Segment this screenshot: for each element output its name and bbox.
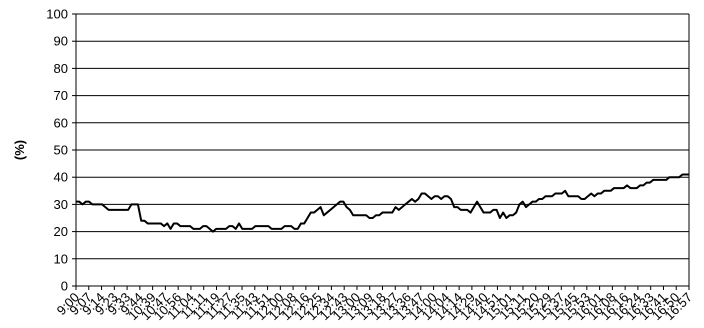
y-axis-label: (%) [12,140,27,160]
y-tick-label: 70 [54,88,68,103]
y-tick-label: 0 [61,279,68,294]
series-line [76,173,689,233]
y-tick-label: 30 [54,197,68,212]
y-tick-label: 20 [54,224,68,239]
y-tick-label: 10 [54,251,68,266]
y-tick-label: 60 [54,115,68,130]
y-tick-label: 100 [46,7,68,22]
y-tick-label: 90 [54,34,68,49]
y-tick-label: 50 [54,143,68,158]
y-tick-label: 80 [54,61,68,76]
y-tick-label: 40 [54,170,68,185]
